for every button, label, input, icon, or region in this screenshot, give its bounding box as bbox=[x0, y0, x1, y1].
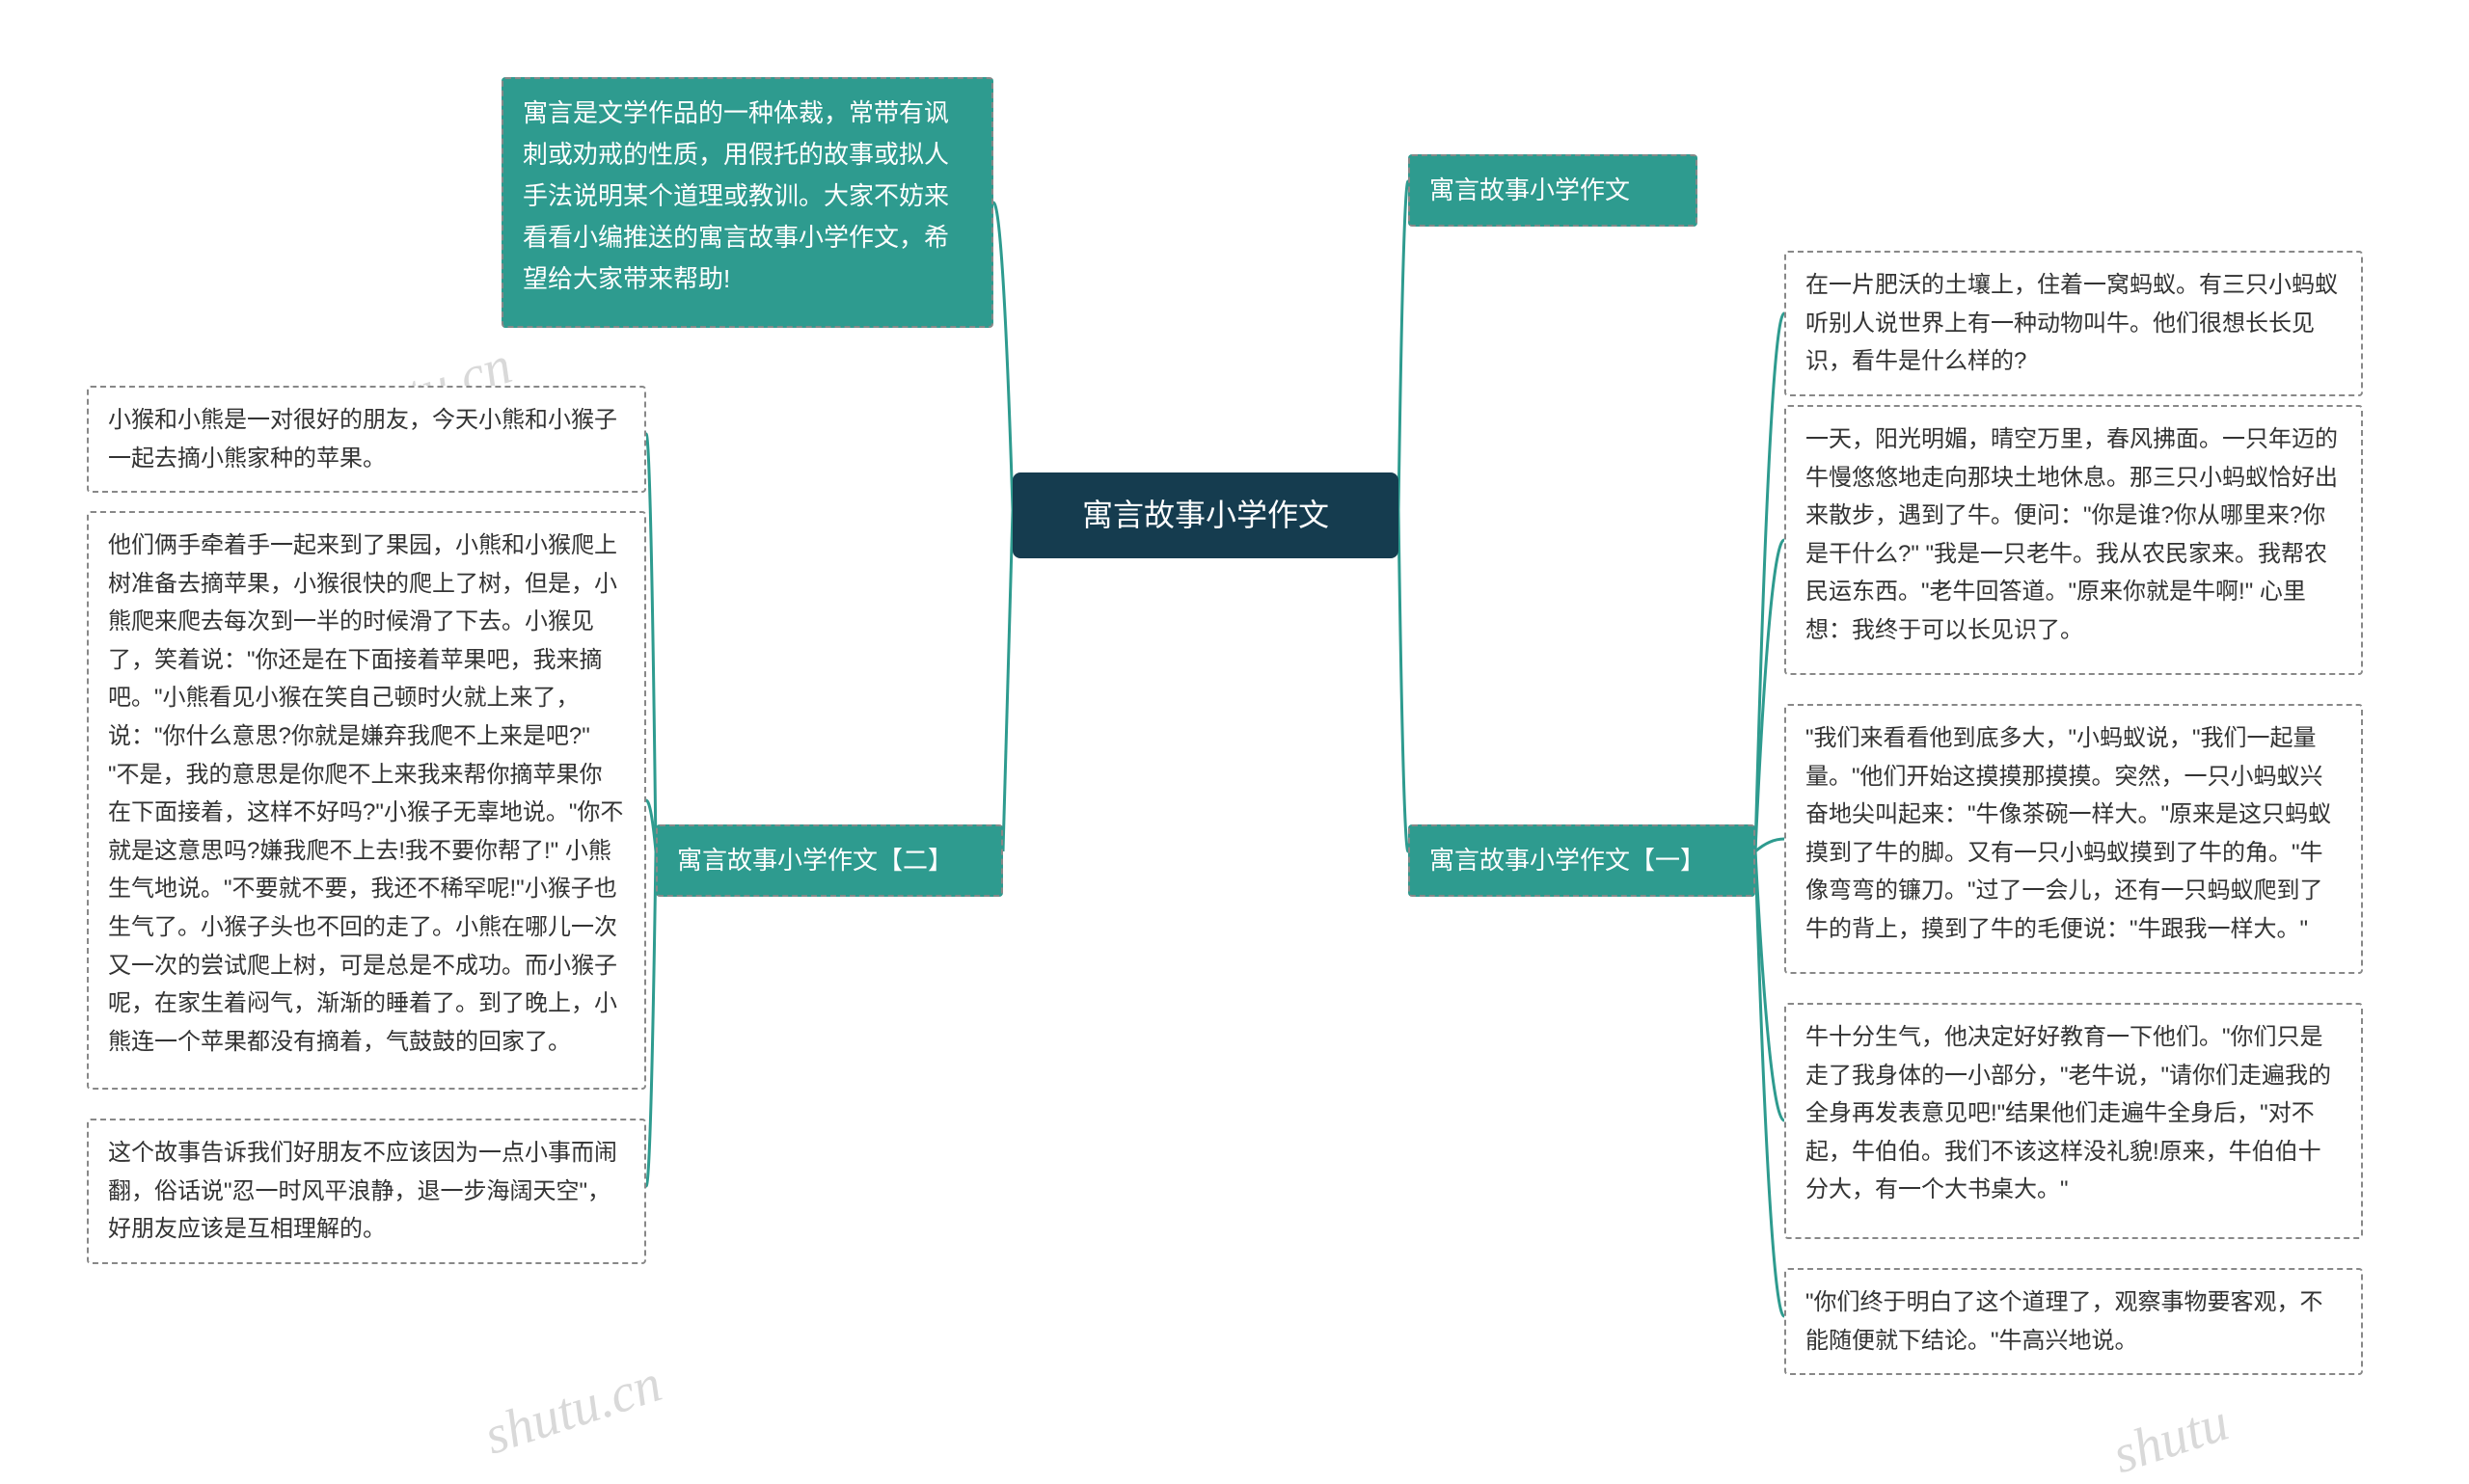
connector bbox=[1003, 510, 1013, 851]
right-leaf-1: 一天，阳光明媚，晴空万里，春风拂面。一只年迈的牛慢悠悠地走向那块土地休息。那三只… bbox=[1784, 405, 2363, 675]
center-node: 寓言故事小学作文 bbox=[1013, 472, 1398, 558]
right-leaf-3: 牛十分生气，他决定好好教育一下他们。"你们只是走了我身体的一小部分，"老牛说，"… bbox=[1784, 1003, 2363, 1239]
connector bbox=[1755, 851, 1784, 1316]
left-leaf-0: 小猴和小熊是一对很好的朋友，今天小熊和小猴子一起去摘小熊家种的苹果。 bbox=[87, 386, 646, 493]
connector bbox=[1398, 510, 1408, 851]
intro-node: 寓言是文学作品的一种体裁，常带有讽刺或劝戒的性质，用假托的故事或拟人手法说明某个… bbox=[502, 77, 993, 328]
left-leaf-1: 他们俩手牵着手一起来到了果园，小熊和小猴爬上树准备去摘苹果，小猴很快的爬上了树，… bbox=[87, 511, 646, 1090]
connector bbox=[646, 800, 656, 851]
branch-right-top: 寓言故事小学作文 bbox=[1408, 154, 1697, 227]
connector bbox=[1755, 851, 1784, 1120]
right-leaf-4: "你们终于明白了这个道理了，观察事物要客观，不能随便就下结论。"牛高兴地说。 bbox=[1784, 1268, 2363, 1375]
branch-left: 寓言故事小学作文【二】 bbox=[656, 824, 1003, 897]
connector bbox=[1755, 839, 1784, 851]
right-leaf-2: "我们来看看他到底多大，"小蚂蚁说，"我们一起量量。"他们开始这摸摸那摸摸。突然… bbox=[1784, 704, 2363, 974]
watermark-2: shutu.cn bbox=[477, 1352, 669, 1467]
connector bbox=[1398, 181, 1408, 510]
connector bbox=[1755, 313, 1784, 851]
connector bbox=[646, 434, 656, 851]
left-leaf-2: 这个故事告诉我们好朋友不应该因为一点小事而闹翻，俗话说"忍一时风平浪静，退一步海… bbox=[87, 1119, 646, 1264]
watermark-3: shutu bbox=[2105, 1391, 2236, 1484]
connector bbox=[993, 202, 1013, 510]
right-leaf-0: 在一片肥沃的土壤上，住着一窝蚂蚁。有三只小蚂蚁听别人说世界上有一种动物叫牛。他们… bbox=[1784, 251, 2363, 396]
connector bbox=[646, 851, 656, 1186]
connector bbox=[1755, 540, 1784, 851]
branch-right: 寓言故事小学作文【一】 bbox=[1408, 824, 1755, 897]
